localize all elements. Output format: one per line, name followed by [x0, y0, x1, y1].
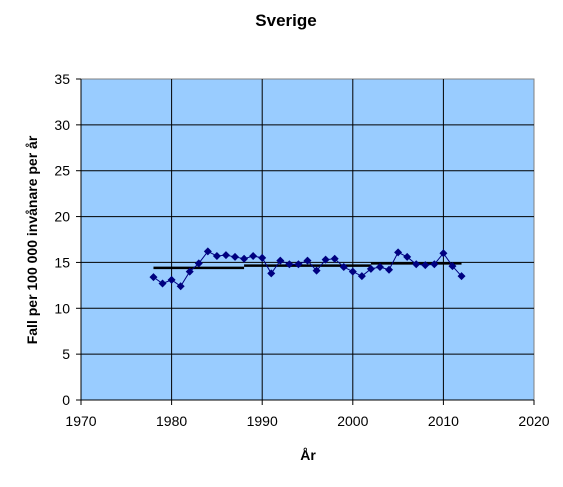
data-point	[212, 252, 221, 261]
chart-title: Sverige	[255, 11, 316, 30]
data-point	[267, 269, 276, 278]
x-tick-label: 1990	[247, 413, 278, 429]
y-tick-label: 10	[54, 300, 70, 316]
y-tick-label: 0	[62, 392, 70, 408]
data-point	[375, 263, 384, 272]
data-point	[366, 264, 375, 273]
data-series	[149, 247, 466, 291]
data-point	[348, 267, 357, 276]
y-axis-label: Fall per 100 000 invånare per år	[24, 135, 40, 344]
data-point	[385, 265, 394, 274]
x-tick-labels: 1970 1980 1990 2000 2010 2020	[65, 413, 549, 429]
data-point	[421, 261, 430, 270]
data-point	[249, 252, 258, 261]
data-point	[231, 252, 240, 261]
plot-area	[80, 78, 535, 401]
data-point	[185, 267, 194, 276]
y-tick-label: 35	[54, 71, 70, 87]
data-point	[312, 266, 321, 275]
data-point	[457, 272, 466, 281]
data-point	[321, 255, 330, 264]
y-tick-label: 30	[54, 117, 70, 133]
axes	[76, 78, 535, 405]
y-tick-label: 5	[62, 346, 70, 362]
data-point	[158, 279, 167, 288]
data-point	[330, 254, 339, 263]
data-point	[276, 256, 285, 265]
data-point	[194, 259, 203, 268]
data-point	[149, 273, 158, 282]
data-point	[203, 247, 212, 256]
x-tick-label: 1970	[65, 413, 96, 429]
x-axis-label: År	[300, 447, 316, 463]
x-tick-label: 2000	[337, 413, 368, 429]
y-tick-label: 25	[54, 163, 70, 179]
data-point	[339, 263, 348, 272]
data-point	[394, 248, 403, 257]
x-tick-label: 1980	[156, 413, 187, 429]
data-point	[303, 256, 312, 265]
gridlines	[81, 79, 534, 400]
data-point	[439, 249, 448, 258]
data-point	[258, 253, 267, 262]
x-tick-label: 2010	[428, 413, 459, 429]
x-tick-label: 2020	[518, 413, 549, 429]
data-point	[285, 260, 294, 269]
y-tick-labels: 0 5 10 15 20 25 30 35	[54, 71, 70, 408]
y-tick-label: 15	[54, 254, 70, 270]
data-point	[221, 251, 230, 260]
data-point	[403, 252, 412, 261]
data-point	[294, 260, 303, 269]
data-point	[357, 272, 366, 281]
data-point	[448, 262, 457, 271]
data-point	[167, 275, 176, 284]
y-tick-label: 20	[54, 209, 70, 225]
data-point	[430, 260, 439, 269]
data-point	[240, 254, 249, 263]
data-point	[176, 282, 185, 291]
data-point	[412, 260, 421, 269]
